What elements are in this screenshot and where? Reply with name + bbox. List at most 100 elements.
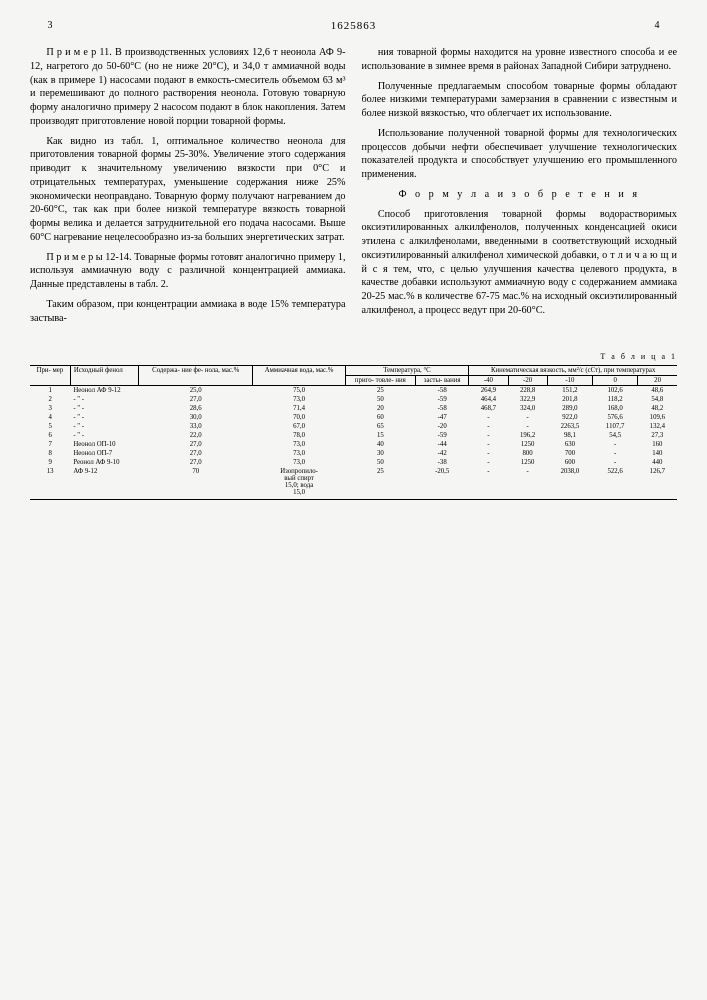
table-cell: 228,8 (508, 385, 547, 395)
table-cell: - " - (70, 431, 138, 440)
table-cell: 6 (30, 431, 70, 440)
table-cell: 48,6 (638, 385, 677, 395)
th: Содержа- ние фе- нола, мас.% (138, 365, 253, 385)
table-cell: 30,0 (138, 413, 253, 422)
table-cell: 8 (30, 449, 70, 458)
table-cell: - (593, 458, 638, 467)
table-cell: 40 (345, 440, 415, 449)
table-cell: 50 (345, 395, 415, 404)
table-cell: 3 (30, 404, 70, 413)
table-cell: 118,2 (593, 395, 638, 404)
table-row: 13АФ 9-1270Изопропило- вый спирт 15,0; в… (30, 467, 677, 500)
th: засты- вания (416, 375, 469, 385)
table-cell: -59 (416, 431, 469, 440)
table-cell: 1250 (508, 458, 547, 467)
th: -10 (547, 375, 592, 385)
table-cell: 1250 (508, 440, 547, 449)
table-cell: 73,0 (253, 395, 345, 404)
table-cell: 27,0 (138, 449, 253, 458)
table-cell: 468,7 (469, 404, 508, 413)
table-cell: 30 (345, 449, 415, 458)
table-cell: Изопропило- вый спирт 15,0; вода 15,0 (253, 467, 345, 500)
table-cell: 54,8 (638, 395, 677, 404)
table-row: 5- " -33,067,065-20--2263,51107,7132,4 (30, 422, 677, 431)
table-cell: 28,6 (138, 404, 253, 413)
table-cell: 27,0 (138, 458, 253, 467)
table-cell: 60 (345, 413, 415, 422)
table-cell: 1107,7 (593, 422, 638, 431)
page-num-right: 4 (637, 20, 677, 32)
para: Таким образом, при концентрации аммиака … (30, 298, 346, 326)
formula-title: Ф о р м у л а и з о б р е т е н и я (362, 188, 678, 202)
table-cell: - (469, 458, 508, 467)
para: ния товарной формы находится на уровне и… (362, 46, 678, 74)
table-cell: 73,0 (253, 440, 345, 449)
table-cell: 464,4 (469, 395, 508, 404)
table-cell: -58 (416, 385, 469, 395)
table-cell: 126,7 (638, 467, 677, 500)
table-cell: 1 (30, 385, 70, 395)
table-cell: - (469, 467, 508, 500)
table-cell: - (593, 440, 638, 449)
table-cell: - (508, 467, 547, 500)
table-cell: 7 (30, 440, 70, 449)
para: П р и м е р ы 12-14. Товарные формы гото… (30, 251, 346, 292)
table-cell: - (469, 449, 508, 458)
table-cell: 48,2 (638, 404, 677, 413)
table-cell: 22,0 (138, 431, 253, 440)
table-cell: 576,6 (593, 413, 638, 422)
table-row: 6- " -22,078,015-59-196,298,154,527,3 (30, 431, 677, 440)
page-header: 3 1625863 4 (30, 20, 677, 32)
text-columns: П р и м е р 11. В производственных услов… (30, 46, 677, 332)
th: 0 (593, 375, 638, 385)
table-cell: 109,6 (638, 413, 677, 422)
table-row: 1Неонол АФ 9-1225,075,025-58264,9228,815… (30, 385, 677, 395)
table-cell: Неонол ОП-7 (70, 449, 138, 458)
table-cell: -58 (416, 404, 469, 413)
para: Использование полученной товарной формы … (362, 127, 678, 182)
column-left: П р и м е р 11. В производственных услов… (30, 46, 346, 332)
table-label: Т а б л и ц а 1 (30, 352, 677, 361)
table-row: 2- " -27,073,050-59464,4322,9201,8118,25… (30, 395, 677, 404)
table-cell: 322,9 (508, 395, 547, 404)
table-cell: 4 (30, 413, 70, 422)
table-cell: 196,2 (508, 431, 547, 440)
table-cell: 289,0 (547, 404, 592, 413)
table-cell: 98,1 (547, 431, 592, 440)
table-cell: -38 (416, 458, 469, 467)
table-cell: 922,0 (547, 413, 592, 422)
table-cell: 27,0 (138, 440, 253, 449)
table-cell: 2 (30, 395, 70, 404)
table-cell: 15 (345, 431, 415, 440)
page-num-left: 3 (30, 20, 70, 32)
table-cell: 201,8 (547, 395, 592, 404)
th: 20 (638, 375, 677, 385)
table-cell: 25 (345, 467, 415, 500)
table-cell: 54,5 (593, 431, 638, 440)
document-number: 1625863 (331, 20, 377, 32)
th: Температура, °С (345, 365, 469, 375)
th: -40 (469, 375, 508, 385)
table-cell: 2263,5 (547, 422, 592, 431)
table-cell: 78,0 (253, 431, 345, 440)
table-row: 7Неонол ОП-1027,073,040-44-1250630-160 (30, 440, 677, 449)
table-cell: 73,0 (253, 449, 345, 458)
table-cell: 160 (638, 440, 677, 449)
table-cell: -42 (416, 449, 469, 458)
table-cell: Неонол АФ 9-12 (70, 385, 138, 395)
table-row: 3- " -28,671,420-58468,7324,0289,0168,04… (30, 404, 677, 413)
table-cell: 75,0 (253, 385, 345, 395)
table-1: Т а б л и ц а 1 При- мер Исходный фенол … (30, 352, 677, 500)
table-cell: - (469, 413, 508, 422)
table-cell: 132,4 (638, 422, 677, 431)
th: При- мер (30, 365, 70, 385)
table-cell: 50 (345, 458, 415, 467)
th: Аммиачная вода, мас.% (253, 365, 345, 385)
table-cell: - (508, 413, 547, 422)
table-cell: -44 (416, 440, 469, 449)
table-cell: 33,0 (138, 422, 253, 431)
table-cell: - (469, 422, 508, 431)
table-cell: - (469, 431, 508, 440)
table-cell: 151,2 (547, 385, 592, 395)
table-cell: 264,9 (469, 385, 508, 395)
